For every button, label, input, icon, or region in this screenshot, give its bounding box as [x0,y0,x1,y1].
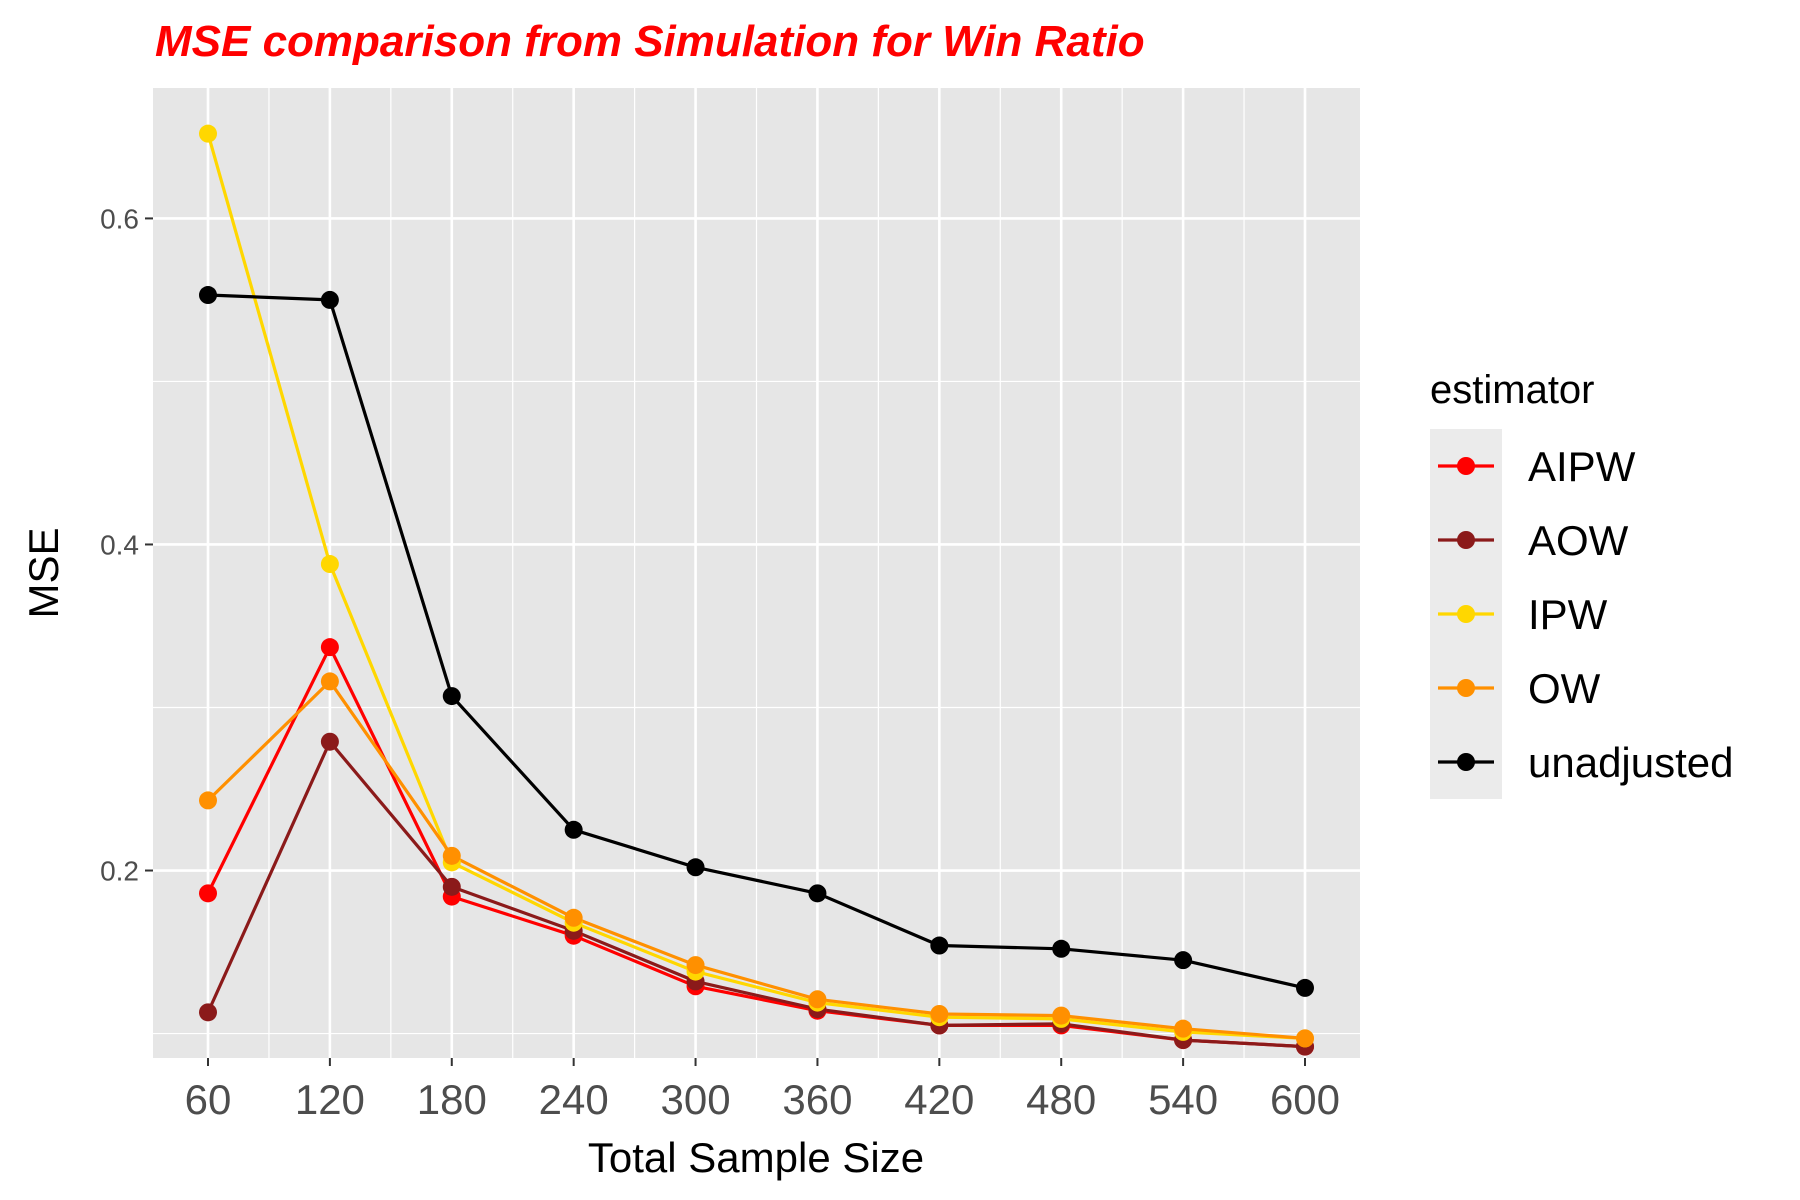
data-point-ow [1174,1019,1193,1038]
data-point-ow [686,956,705,975]
legend-key-point-unadjusted [1457,753,1475,771]
series-points [199,124,1314,1056]
data-point-ow [320,672,339,691]
data-point-ow [199,791,217,810]
data-point-ow [930,1004,949,1023]
data-point-ow [1296,1029,1314,1048]
x-axis: 60 120 180 240 300 360 420 480 540 600 [185,1058,1340,1123]
x-tick-label: 300 [661,1076,731,1123]
data-point-unadjusted [1296,978,1314,997]
data-point-aow [199,1003,217,1022]
y-axis: 0.2 0.4 0.6 [100,203,153,887]
data-point-aow [442,877,461,896]
x-tick-label: 480 [1026,1076,1096,1123]
x-tick-label: 360 [782,1076,852,1123]
series-line-ow [206,679,1306,1040]
y-tick-label: 0.4 [100,529,139,560]
y-tick-label: 0.6 [100,203,139,234]
data-point-unadjusted [1052,939,1071,958]
chart-title: MSE comparison from Simulation for Win R… [155,17,1145,66]
data-point-unadjusted [320,290,339,309]
series-line-unadjusted [207,293,1306,990]
legend-title: estimator [1430,368,1595,412]
legend-label-unadjusted: unadjusted [1528,739,1734,786]
legend-key-point-ipw [1457,605,1475,623]
data-point-unadjusted [442,687,461,706]
data-point-ow [564,908,583,927]
data-point-aipw [199,884,217,903]
x-tick-label: 180 [417,1076,487,1123]
data-point-unadjusted [564,820,583,839]
data-point-unadjusted [199,286,217,305]
x-axis-title: Total Sample Size [588,1134,924,1181]
legend-key-point-aipw [1457,457,1475,475]
x-tick-label: 540 [1148,1076,1218,1123]
legend-label-aow: AOW [1528,517,1629,564]
legend-label-ow: OW [1528,665,1601,712]
series-line-aow [206,740,1306,1049]
gridlines-major [153,88,1360,1058]
data-point-ipw [320,555,339,574]
data-point-aipw [320,638,339,657]
legend-key-point-aow [1457,531,1475,549]
data-point-aow [320,732,339,751]
data-point-ow [442,846,461,865]
legend: estimator AIPW AOW IPW OW unadjusted [1430,368,1734,799]
series-lines [206,133,1306,1049]
x-tick-label: 120 [295,1076,365,1123]
data-point-unadjusted [686,858,705,877]
legend-key-point-ow [1457,679,1475,697]
y-tick-label: 0.2 [100,856,139,887]
data-point-ipw [199,124,217,143]
x-tick-label: 420 [904,1076,974,1123]
y-axis-title: MSE [20,527,67,618]
x-tick-label: 60 [185,1076,232,1123]
legend-label-ipw: IPW [1528,591,1608,638]
data-point-unadjusted [930,936,949,955]
data-point-ow [808,990,827,1009]
x-tick-label: 240 [539,1076,609,1123]
series-line-ipw [206,133,1306,1040]
data-point-unadjusted [1174,951,1193,970]
data-point-unadjusted [808,884,827,903]
x-tick-label: 600 [1270,1076,1340,1123]
legend-label-aipw: AIPW [1528,443,1636,490]
data-point-ow [1052,1006,1071,1025]
